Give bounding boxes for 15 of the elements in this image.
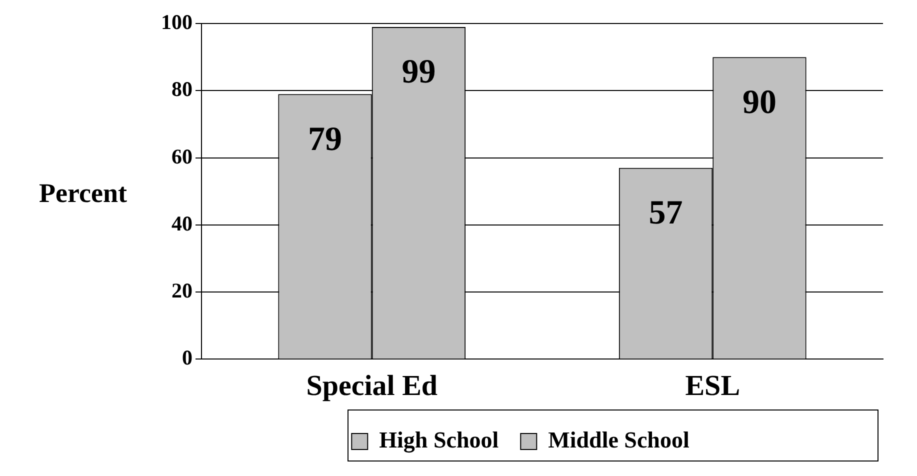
data-label: 79 bbox=[308, 120, 342, 158]
y-tick-label: 100 bbox=[161, 10, 192, 34]
y-tick-label: 40 bbox=[172, 211, 192, 236]
data-label: 57 bbox=[648, 194, 683, 232]
data-label: 90 bbox=[742, 84, 776, 121]
legend-label: High School bbox=[379, 427, 499, 454]
y-tick-label: 60 bbox=[172, 144, 192, 168]
x-tick-label: Special Ed bbox=[306, 370, 438, 402]
y-tick-label: 0 bbox=[182, 346, 192, 370]
y-axis-title: Percent bbox=[38, 177, 128, 209]
y-tick-label: 20 bbox=[172, 278, 192, 302]
y-tick-label: 80 bbox=[172, 77, 192, 102]
legend-label: Middle School bbox=[548, 427, 690, 452]
data-label: 99 bbox=[402, 54, 436, 91]
x-tick-label: ESL bbox=[685, 370, 740, 402]
